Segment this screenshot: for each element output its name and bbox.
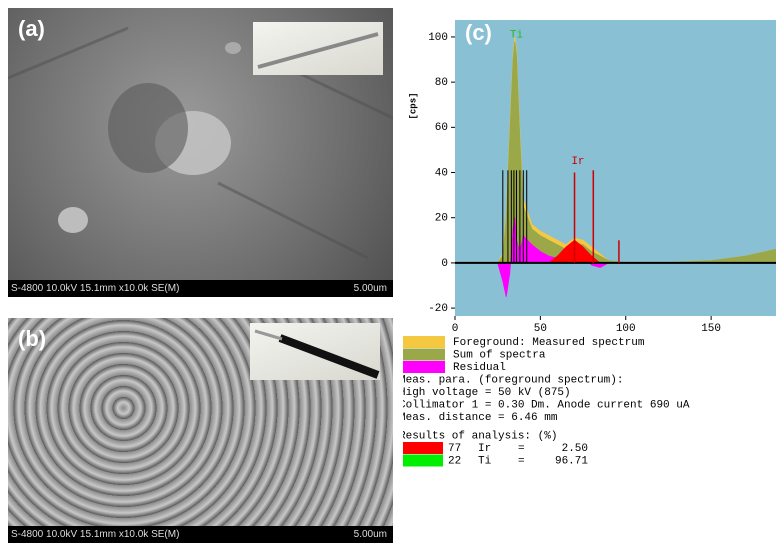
- result-eq: =: [518, 455, 525, 467]
- panel-label: (b): [18, 326, 46, 352]
- result-swatch: [403, 455, 443, 467]
- y-tick-label: 60: [435, 122, 448, 134]
- scale: 5.00um: [354, 280, 387, 297]
- results-title: Results of analysis: (%): [403, 430, 557, 442]
- info-line: Meas. para. (foreground spectrum):: [403, 374, 623, 386]
- legend-label: Residual: [453, 362, 506, 374]
- legend-label: Sum of spectra: [453, 349, 546, 361]
- info-bar: S-4800 10.0kV 15.1mm x10.0k SE(M) 5.00um: [8, 526, 393, 543]
- inset-photo: [250, 323, 380, 380]
- footer: S-4800 10.0kV 15.1mm x10.0k SE(M): [11, 280, 179, 297]
- y-tick-label: 40: [435, 167, 448, 179]
- result-element: Ir: [478, 443, 491, 455]
- x-tick-label: 0: [452, 323, 459, 335]
- y-axis-label: [cps]: [408, 92, 418, 119]
- result-amount: 96.71: [555, 455, 588, 467]
- result-z: 77: [448, 443, 461, 455]
- sem-image-b: (b) S-4800 10.0kV 15.1mm x10.0k SE(M) 5.0…: [8, 318, 393, 543]
- legend-swatch: [403, 336, 445, 348]
- annotation: Ir: [571, 156, 584, 168]
- scale: 5.00um: [354, 526, 387, 543]
- result-eq: =: [518, 443, 525, 455]
- result-swatch: [403, 442, 443, 454]
- y-tick-label: 80: [435, 77, 448, 89]
- page: {"panels": { "a": {"label": "(a)", "foot…: [0, 0, 776, 543]
- wire: [253, 22, 383, 75]
- y-tick-label: 20: [435, 213, 448, 225]
- panel-label: (a): [18, 16, 45, 42]
- result-amount: 2.50: [562, 443, 588, 455]
- wire: [250, 323, 380, 380]
- y-tick-label: 100: [428, 32, 448, 44]
- inset-photo: [253, 22, 383, 75]
- x-tick-label: 150: [701, 323, 721, 335]
- y-tick-label: -20: [428, 303, 448, 315]
- info-line: Meas. distance = 6.46 mm: [403, 412, 558, 424]
- legend-swatch: [403, 349, 445, 361]
- panel-label: (c): [465, 20, 492, 45]
- sem-image-a: (a) S-4800 10.0kV 15.1mm x10.0k SE(M) 5.0…: [8, 8, 393, 297]
- x-tick-label: 100: [616, 323, 636, 335]
- info-bar: S-4800 10.0kV 15.1mm x10.0k SE(M) 5.00um: [8, 280, 393, 297]
- legend-swatch: [403, 361, 445, 373]
- legend-label: Foreground: Measured spectrum: [453, 337, 645, 349]
- x-tick-label: 50: [534, 323, 547, 335]
- result-element: Ti: [478, 455, 492, 467]
- y-tick-label: 0: [441, 258, 448, 270]
- info-line: High voltage = 50 kV (875): [403, 387, 571, 399]
- footer: S-4800 10.0kV 15.1mm x10.0k SE(M): [11, 526, 179, 543]
- info-line: Collimator 1 = 0.30 Dm. Anode current 69…: [403, 399, 690, 411]
- result-z: 22: [448, 455, 461, 467]
- annotation: Ti: [510, 30, 524, 42]
